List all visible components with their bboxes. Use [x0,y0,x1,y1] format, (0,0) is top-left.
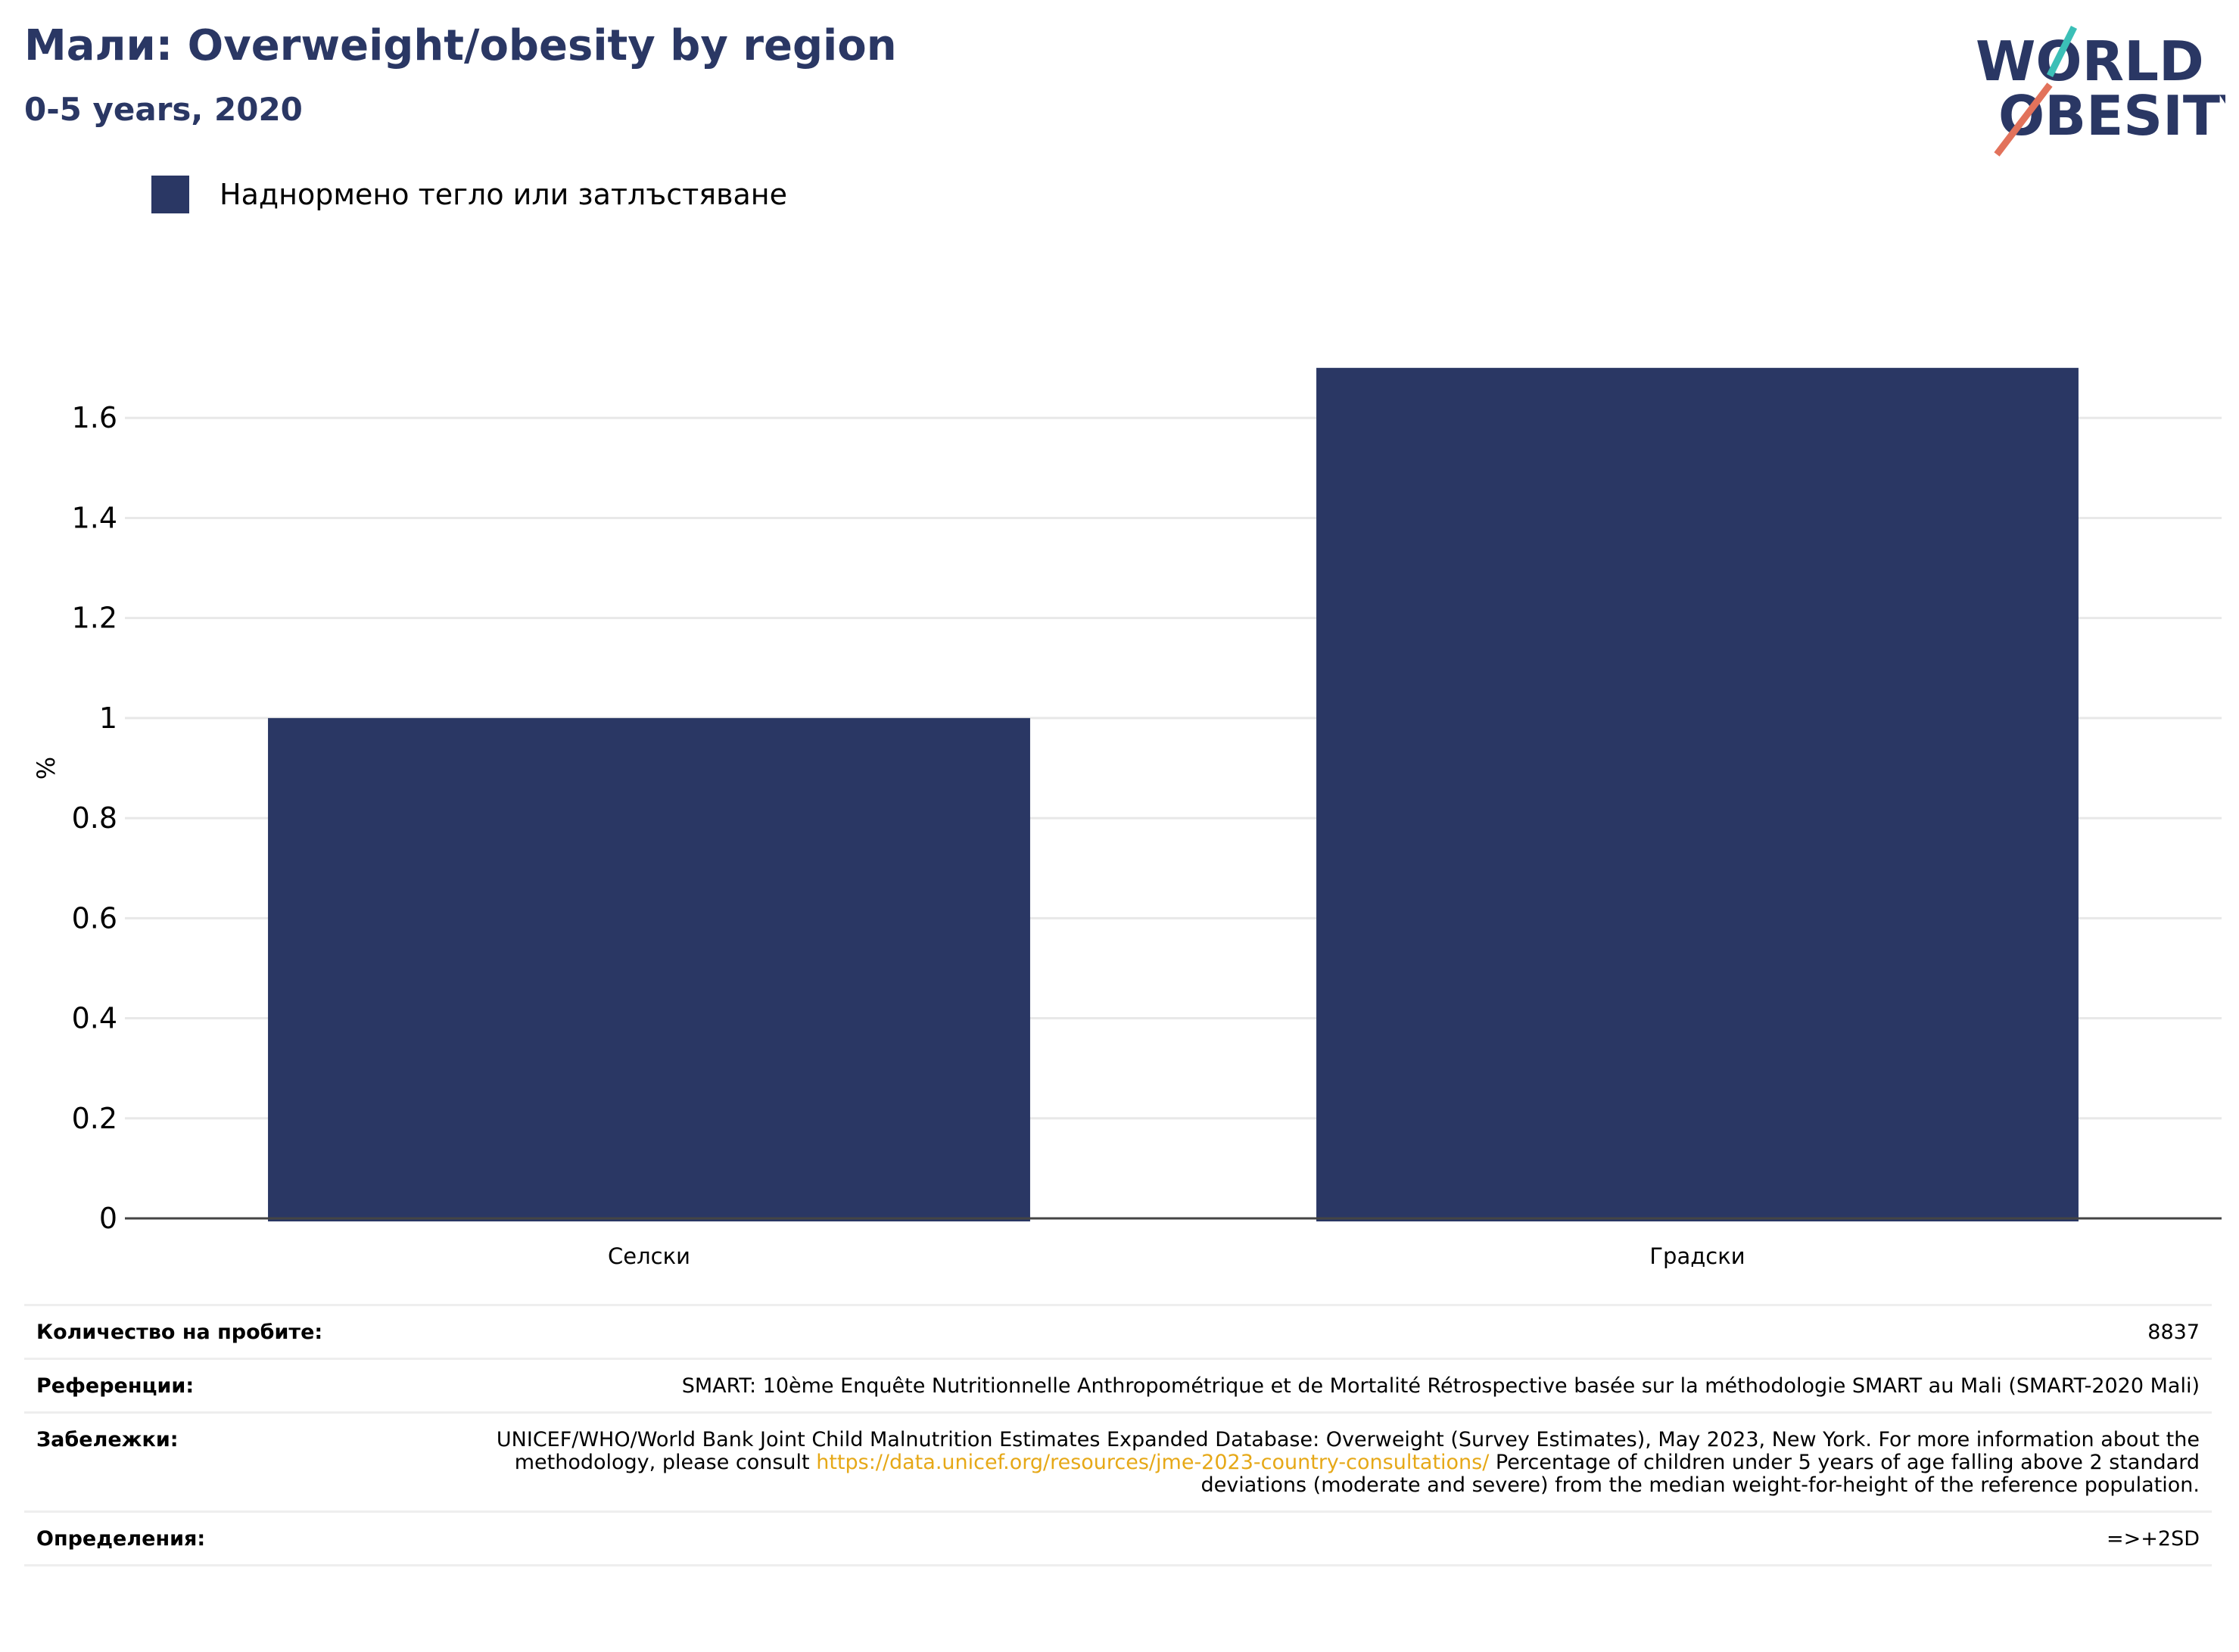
notes-text-before: UNICEF/WHO/World Bank Joint Child Malnut… [496,1428,2200,1474]
legend-label: Наднормено тегло или затлъстяване [220,178,787,211]
logo-slash-top [2046,25,2078,78]
y-tick-label: 1.6 [72,401,117,434]
bar-1 [268,717,1030,1221]
y-tick-label: 1.2 [72,602,117,635]
chart-legend: Наднормено тегло или затлъстяване [151,176,787,213]
y-tick-label: 1.4 [72,501,117,534]
x-axis-ticks: Селски Градски [608,1243,1745,1269]
x-tick-label: Селски [608,1243,690,1269]
references-label: Референции: [36,1374,195,1398]
legend-swatch [151,176,189,213]
sample-size-label: Количество на пробите: [36,1321,323,1344]
y-tick-label: 0.2 [72,1102,117,1135]
references-value: SMART: 10ème Enquête Nutritionnelle Anth… [681,1374,2200,1398]
definitions-label: Определения: [36,1527,206,1551]
y-tick-label: 0.4 [72,1002,117,1035]
meta-row-references: Референции: SMART: 10ème Enquête Nutriti… [24,1358,2212,1411]
y-tick-label: 0 [99,1202,117,1235]
chart-title: Мали: Overweight/obesity by region [24,21,897,70]
meta-row-notes: Забележки: UNICEF/WHO/World Bank Joint C… [24,1411,2212,1510]
notes-value: UNICEF/WHO/World Bank Joint Child Malnut… [430,1429,2200,1497]
sample-size-value: 8837 [2147,1321,2200,1344]
metadata-table: Количество на пробите: 8837 Референции: … [24,1304,2212,1566]
y-axis-label: % [32,757,61,779]
meta-row-definitions: Определения: =>+2SD [24,1510,2212,1566]
chart-subtitle: 0-5 years, 2020 [24,91,303,128]
meta-row-sample-size: Количество на пробите: 8837 [24,1304,2212,1358]
definitions-value: =>+2SD [2107,1527,2200,1551]
x-tick-label: Градски [1649,1243,1745,1269]
y-tick-label: 1 [99,702,117,735]
bars [268,368,2079,1222]
y-axis-ticks: 0 0.2 0.4 0.6 0.8 1 1.2 1.4 1.6 [72,401,117,1235]
world-obesity-logo: WORLD OBESITY [1976,25,2225,157]
bar-2 [1316,368,2079,1222]
methodology-link[interactable]: https://data.unicef.org/resources/jme-20… [816,1451,1490,1474]
bar-chart: 0 0.2 0.4 0.6 0.8 1 1.2 1.4 1.6 Селски Градски % [32,368,2222,1269]
notes-label: Забележки: [36,1428,179,1451]
logo-word-world: WORLD [1976,30,2204,93]
logo-word-obesity: OBESITY [1998,84,2225,148]
y-tick-label: 0.6 [72,901,117,935]
y-tick-label: 0.8 [72,801,117,835]
notes-text-after: Percentage of children under 5 years of … [1200,1451,2200,1497]
logo-slash-bottom [1994,82,2053,157]
